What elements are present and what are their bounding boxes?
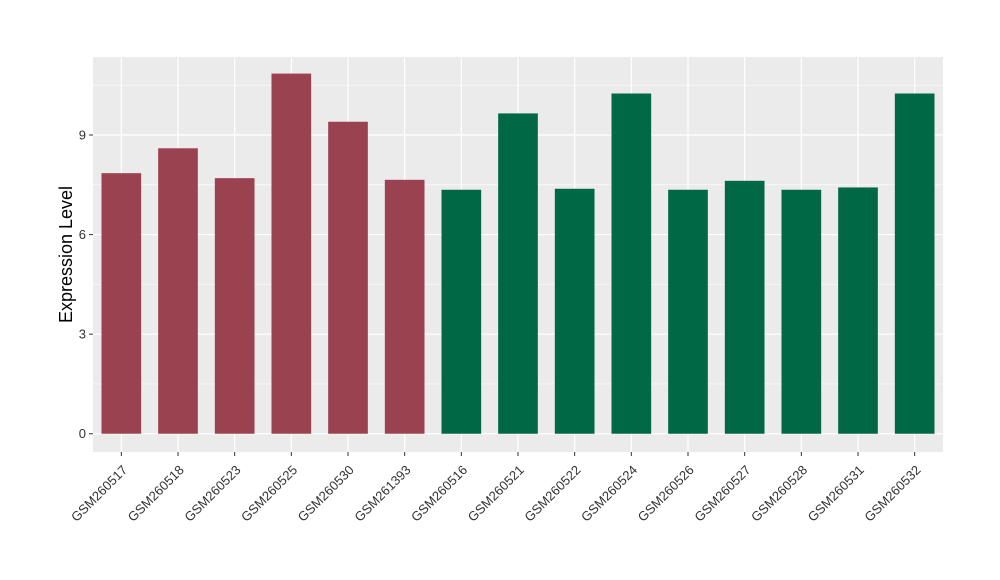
bar-GSM260518 [158,148,198,434]
y-tick-label: 6 [79,227,86,242]
bar-GSM260527 [724,180,765,434]
x-tick-label: GSM260523 [181,462,243,524]
bar-GSM260532 [894,93,935,434]
x-tick-label: GSM260521 [465,462,527,524]
bar-GSM260530 [328,121,368,434]
bar-GSM260524 [611,93,652,434]
bar-GSM260526 [668,189,708,434]
x-tick-label: GSM260527 [691,462,753,524]
y-tick-label: 9 [79,128,86,143]
bar-GSM260522 [554,188,595,434]
x-tick-label: GSM260517 [68,462,130,524]
x-tick-label: GSM260518 [125,462,187,524]
x-tick-label: GSM260531 [805,462,867,524]
bar-GSM260523 [214,178,255,434]
x-tick-label: GSM260524 [578,462,640,524]
bar-GSM260528 [781,189,822,434]
x-tick-label: GSM260532 [861,462,923,524]
x-tick-label: GSM260530 [295,462,357,524]
bars [101,73,935,434]
bar-GSM260516 [441,189,482,434]
bar-GSM260531 [838,187,878,434]
y-tick-label: 0 [79,426,86,441]
x-tick-label: GSM261393 [351,462,413,524]
bar-GSM260525 [271,73,312,434]
y-axis: 0 3 6 9 [79,128,93,441]
bar-GSM260517 [101,173,142,434]
x-axis: GSM260517GSM260518GSM260523GSM260525GSM2… [68,452,924,525]
x-tick-label: GSM260525 [238,462,300,524]
x-tick-label: GSM260516 [408,462,470,524]
y-tick-label: 3 [79,327,86,342]
x-tick-label: GSM260526 [635,462,697,524]
bar-GSM261393 [384,179,425,434]
y-axis-title: Expression Level [56,186,76,323]
x-tick-label: GSM260522 [521,462,583,524]
x-tick-label: GSM260528 [748,462,810,524]
bar-GSM260521 [498,113,538,434]
